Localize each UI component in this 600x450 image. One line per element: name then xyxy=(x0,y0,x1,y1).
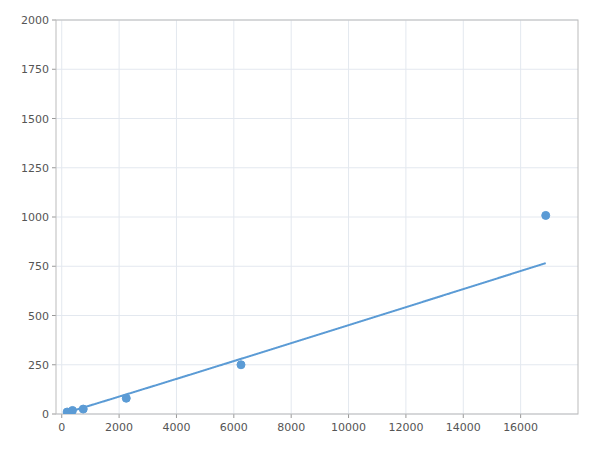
data-point xyxy=(68,406,76,414)
y-tick-label: 1000 xyxy=(21,211,49,224)
grid xyxy=(56,20,578,414)
y-tick xyxy=(52,69,56,70)
y-tick-label: 2000 xyxy=(21,14,49,27)
y-tick-label: 250 xyxy=(28,359,49,372)
x-tick xyxy=(291,414,292,418)
data-point xyxy=(237,361,245,369)
y-tick-label: 0 xyxy=(42,408,49,421)
x-tick-label: 14000 xyxy=(446,421,481,434)
y-tick xyxy=(52,20,56,21)
y-grid-line xyxy=(56,266,578,267)
y-tick-label: 500 xyxy=(28,310,49,323)
x-tick xyxy=(233,414,234,418)
y-grid-line xyxy=(56,69,578,70)
y-tick xyxy=(52,266,56,267)
y-grid-line xyxy=(56,217,578,218)
x-tick-label: 12000 xyxy=(388,421,423,434)
x-tick-label: 6000 xyxy=(220,421,248,434)
trend-line xyxy=(67,263,546,412)
x-tick xyxy=(348,414,349,418)
y-tick-label: 1250 xyxy=(21,162,49,175)
y-tick-label: 1500 xyxy=(21,113,49,126)
plot-frame xyxy=(56,20,578,414)
data-point xyxy=(79,405,87,413)
y-grid-line xyxy=(56,118,578,119)
axes: 0 2000 4000 6000 8000 10000 12000 14000 16000 0 25… xyxy=(21,14,578,434)
y-grid-line xyxy=(56,315,578,316)
data-point xyxy=(122,394,130,402)
y-tick-label: 1750 xyxy=(21,63,49,76)
x-tick-label: 2000 xyxy=(105,421,133,434)
x-tick-label: 4000 xyxy=(162,421,190,434)
y-tick xyxy=(52,217,56,218)
data-point xyxy=(542,211,550,219)
y-tick xyxy=(52,118,56,119)
x-tick xyxy=(520,414,521,418)
chart-svg: 0 2000 4000 6000 8000 10000 12000 14000 16000 0 25… xyxy=(0,0,600,450)
x-tick-label: 8000 xyxy=(277,421,305,434)
x-tick-label: 0 xyxy=(58,421,65,434)
y-grid-line xyxy=(56,364,578,365)
y-grid-line xyxy=(56,167,578,168)
x-tick-label: 16000 xyxy=(503,421,538,434)
y-tick xyxy=(52,364,56,365)
x-tick xyxy=(463,414,464,418)
y-tick-label: 750 xyxy=(28,260,49,273)
x-tick xyxy=(176,414,177,418)
y-tick xyxy=(52,315,56,316)
plot-background xyxy=(56,20,578,414)
y-tick xyxy=(52,414,56,415)
x-tick xyxy=(61,414,62,418)
chart-container: 0 2000 4000 6000 8000 10000 12000 14000 16000 0 25… xyxy=(0,0,600,450)
data-layer xyxy=(63,211,550,414)
y-tick xyxy=(52,167,56,168)
x-tick xyxy=(119,414,120,418)
x-tick xyxy=(405,414,406,418)
x-tick-label: 10000 xyxy=(331,421,366,434)
